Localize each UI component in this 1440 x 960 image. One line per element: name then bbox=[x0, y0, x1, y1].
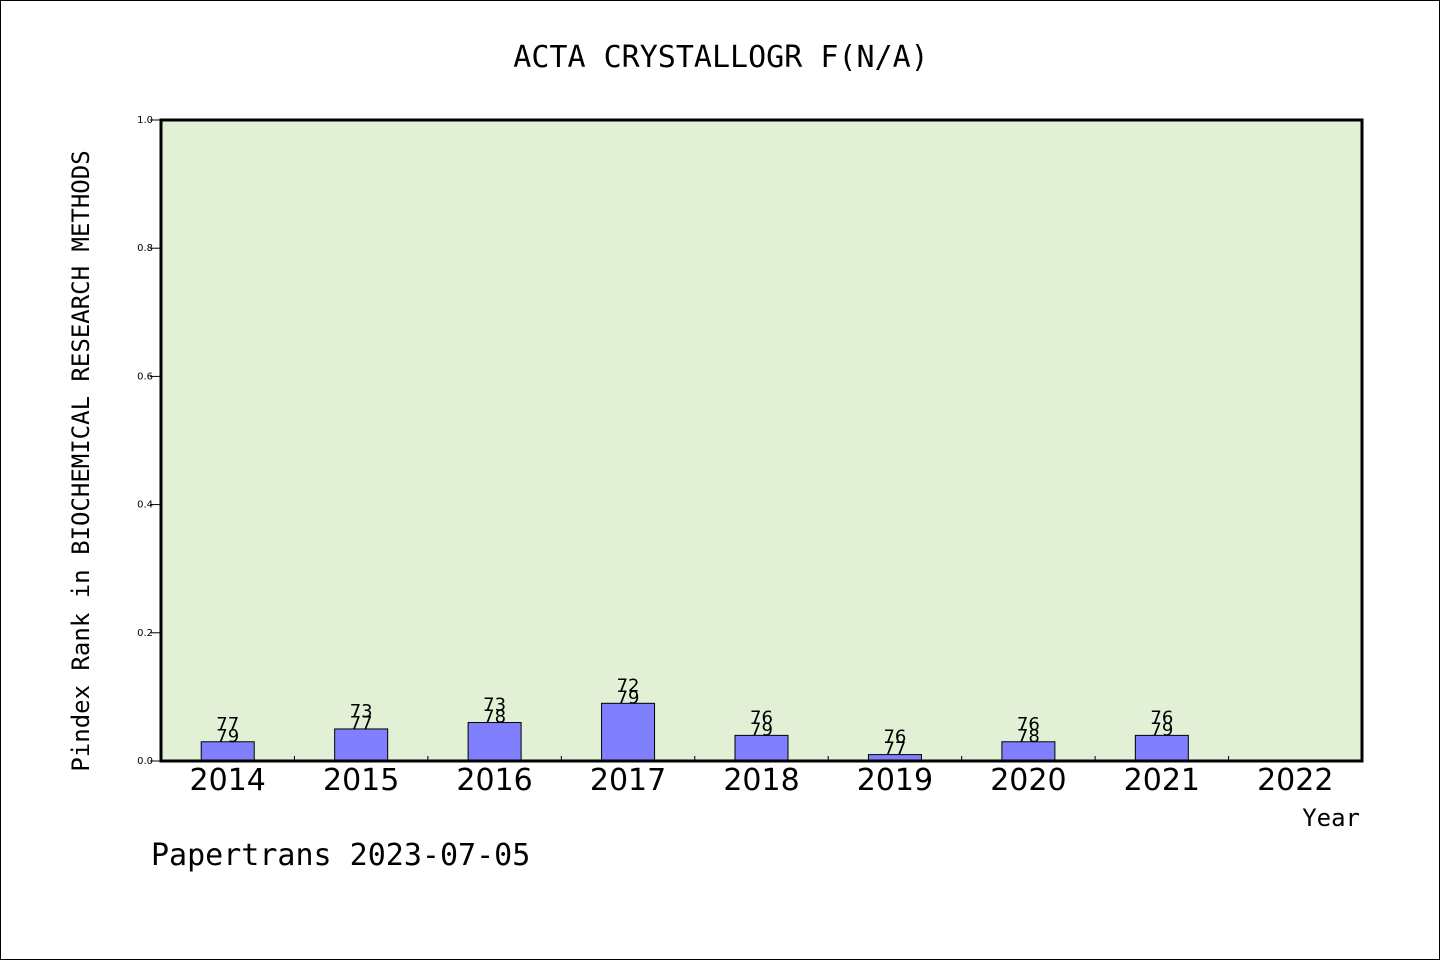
y-tick-label: 0.6 bbox=[137, 371, 153, 382]
bar-data-label: 78 bbox=[483, 707, 506, 728]
x-tick-label: 2016 bbox=[456, 763, 532, 798]
x-tick-label: 2015 bbox=[323, 763, 399, 798]
bar-data-label: 77 bbox=[883, 739, 906, 760]
plot-area bbox=[161, 120, 1362, 761]
bar bbox=[734, 734, 789, 762]
x-tick-label: 2019 bbox=[857, 763, 933, 798]
bar-data-label: 76 bbox=[1150, 707, 1173, 728]
footer-text: Papertrans 2023-07-05 bbox=[151, 838, 530, 873]
bar-data-label: 79 bbox=[617, 687, 640, 708]
bar-data-label: 73 bbox=[350, 701, 373, 722]
bar-data-label: 79 bbox=[750, 719, 773, 740]
bar-data-label: 79 bbox=[1150, 719, 1173, 740]
bar bbox=[467, 722, 522, 762]
x-tick-label: 2021 bbox=[1124, 763, 1200, 798]
bar bbox=[601, 702, 656, 762]
bar bbox=[334, 728, 389, 762]
x-axis-label: Year bbox=[1302, 804, 1360, 832]
y-tick-label: 1.0 bbox=[137, 115, 153, 126]
plot-frame bbox=[159, 118, 1364, 763]
bar-data-label: 77 bbox=[216, 714, 239, 735]
bar-data-label: 76 bbox=[750, 707, 773, 728]
bar-data-label: 78 bbox=[1017, 726, 1040, 747]
x-tick-label: 2017 bbox=[590, 763, 666, 798]
y-tick-label: 0.8 bbox=[137, 243, 153, 254]
chart-title: ACTA CRYSTALLOGR F(N/A) bbox=[513, 40, 928, 75]
x-tick-label: 2022 bbox=[1257, 763, 1333, 798]
y-axis-label: Pindex Rank in BIOCHEMICAL RESEARCH METH… bbox=[67, 150, 95, 771]
x-tick-label: 2018 bbox=[723, 763, 799, 798]
y-tick-label: 0.0 bbox=[137, 756, 153, 767]
x-tick-label: 2020 bbox=[990, 763, 1066, 798]
bar bbox=[1134, 734, 1189, 762]
bar-data-label: 77 bbox=[350, 713, 373, 734]
bar-data-label: 76 bbox=[883, 727, 906, 748]
bar-data-label: 72 bbox=[617, 675, 640, 696]
x-tick-label: 2014 bbox=[190, 763, 266, 798]
y-tick-label: 0.2 bbox=[137, 628, 153, 639]
y-tick-label: 0.4 bbox=[137, 500, 153, 511]
bar-data-label: 79 bbox=[216, 726, 239, 747]
bar-data-label: 76 bbox=[1017, 714, 1040, 735]
bar-data-label: 73 bbox=[483, 695, 506, 716]
